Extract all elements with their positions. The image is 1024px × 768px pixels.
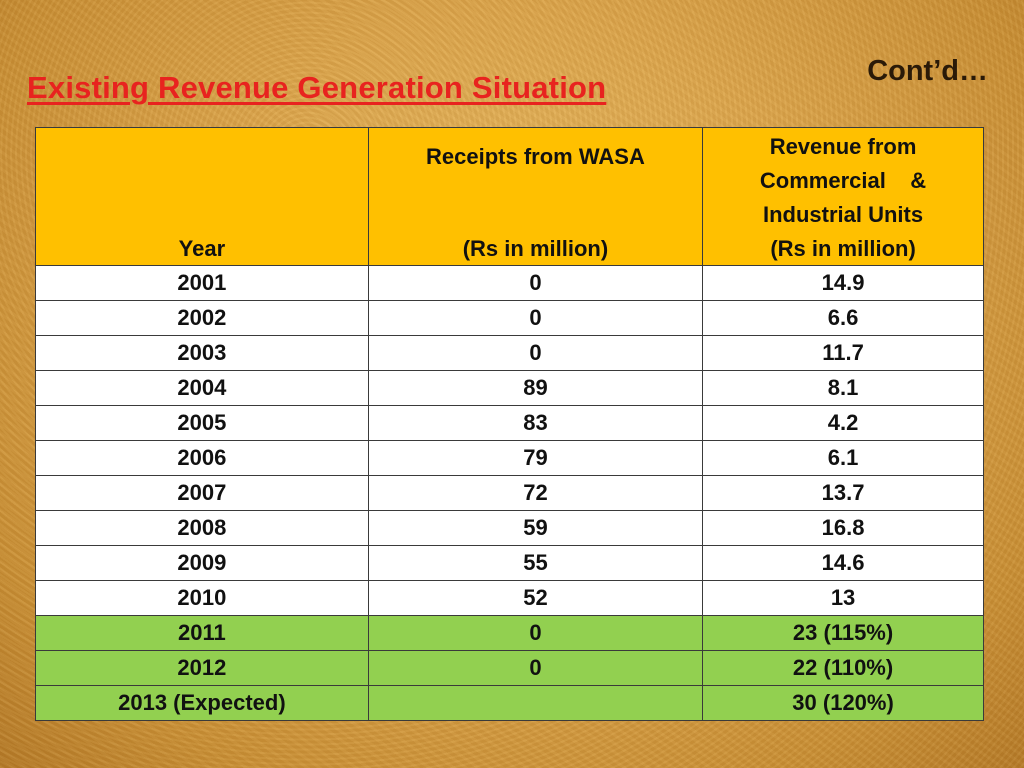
cell-revenue: 23 (115%) bbox=[702, 615, 984, 651]
cell-revenue: 22 (110%) bbox=[702, 650, 984, 686]
table-body: 2001 0 14.9 2002 0 6.6 2003 0 11.7 2004 89 8.1 2005 8… bbox=[35, 265, 984, 721]
header-revenue-line4: (Rs in million) bbox=[770, 236, 916, 261]
cell-wasa: 0 bbox=[367, 650, 704, 686]
cell-wasa: 0 bbox=[367, 335, 704, 371]
cell-wasa: 83 bbox=[367, 405, 704, 441]
header-wasa: Receipts from WASA (Rs in million) bbox=[367, 127, 704, 266]
table-row: 2011 0 23 (115%) bbox=[35, 615, 984, 651]
table-row: 2010 52 13 bbox=[35, 580, 984, 616]
cell-revenue: 16.8 bbox=[702, 510, 984, 546]
table-header-row: Year Receipts from WASA (Rs in million) … bbox=[35, 127, 984, 266]
header-year-label: Year bbox=[178, 236, 226, 261]
slide-title: Existing Revenue Generation Situation bbox=[27, 70, 607, 105]
cell-wasa: 0 bbox=[367, 265, 704, 301]
cell-year: 2007 bbox=[35, 475, 369, 511]
header-year: Year bbox=[35, 127, 369, 266]
cell-revenue: 11.7 bbox=[702, 335, 984, 371]
cell-wasa: 79 bbox=[367, 440, 704, 476]
table-row: 2001 0 14.9 bbox=[35, 265, 984, 301]
table-row: 2006 79 6.1 bbox=[35, 440, 984, 476]
table-row: 2007 72 13.7 bbox=[35, 475, 984, 511]
header-wasa-unit: (Rs in million) bbox=[462, 236, 609, 261]
cell-year: 2001 bbox=[35, 265, 369, 301]
cell-wasa: 55 bbox=[367, 545, 704, 581]
cell-wasa: 59 bbox=[367, 510, 704, 546]
cell-revenue: 8.1 bbox=[702, 370, 984, 406]
table-row: 2004 89 8.1 bbox=[35, 370, 984, 406]
cell-revenue: 14.9 bbox=[702, 265, 984, 301]
cell-revenue: 4.2 bbox=[702, 405, 984, 441]
table-row: 2008 59 16.8 bbox=[35, 510, 984, 546]
cell-year: 2011 bbox=[35, 615, 369, 651]
cell-year: 2002 bbox=[35, 300, 369, 336]
continued-label: Cont’d… bbox=[867, 55, 988, 87]
cell-year: 2010 bbox=[35, 580, 369, 616]
cell-wasa bbox=[367, 685, 704, 721]
table-row: 2003 0 11.7 bbox=[35, 335, 984, 371]
table-row: 2005 83 4.2 bbox=[35, 405, 984, 441]
cell-revenue: 14.6 bbox=[702, 545, 984, 581]
header-wasa-title: Receipts from WASA bbox=[426, 144, 645, 169]
cell-wasa: 72 bbox=[367, 475, 704, 511]
cell-year: 2013 (Expected) bbox=[35, 685, 369, 721]
cell-revenue: 13 bbox=[702, 580, 984, 616]
table-row: 2009 55 14.6 bbox=[35, 545, 984, 581]
header-revenue-line2: Commercial & bbox=[759, 168, 927, 193]
cell-year: 2004 bbox=[35, 370, 369, 406]
header-revenue-line3: Industrial Units bbox=[762, 202, 924, 227]
cell-wasa: 0 bbox=[367, 615, 704, 651]
header-revenue-line1: Revenue from bbox=[769, 134, 917, 159]
revenue-table: Year Receipts from WASA (Rs in million) … bbox=[35, 127, 984, 721]
table-row: 2002 0 6.6 bbox=[35, 300, 984, 336]
cell-year: 2003 bbox=[35, 335, 369, 371]
cell-revenue: 6.1 bbox=[702, 440, 984, 476]
cell-wasa: 89 bbox=[367, 370, 704, 406]
cell-year: 2008 bbox=[35, 510, 369, 546]
cell-revenue: 30 (120%) bbox=[702, 685, 984, 721]
cell-year: 2006 bbox=[35, 440, 369, 476]
table-row: 2012 0 22 (110%) bbox=[35, 650, 984, 686]
cell-revenue: 13.7 bbox=[702, 475, 984, 511]
cell-wasa: 0 bbox=[367, 300, 704, 336]
cell-wasa: 52 bbox=[367, 580, 704, 616]
cell-revenue: 6.6 bbox=[702, 300, 984, 336]
cell-year: 2012 bbox=[35, 650, 369, 686]
cell-year: 2005 bbox=[35, 405, 369, 441]
cell-year: 2009 bbox=[35, 545, 369, 581]
table-row: 2013 (Expected) 30 (120%) bbox=[35, 685, 984, 721]
header-revenue: Revenue from Commercial & Industrial Uni… bbox=[702, 127, 984, 266]
